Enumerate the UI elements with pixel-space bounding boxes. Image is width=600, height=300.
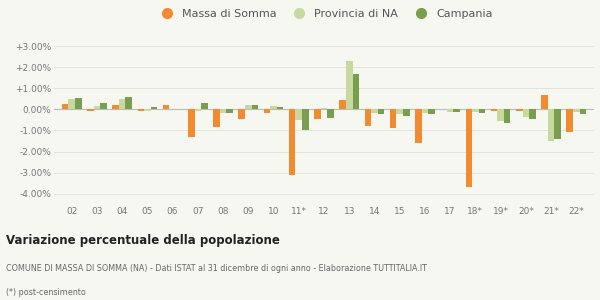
Bar <box>397 110 403 114</box>
Bar <box>295 110 302 120</box>
Bar <box>277 107 283 110</box>
Bar <box>504 110 511 123</box>
Bar <box>112 105 119 110</box>
Bar <box>263 110 270 112</box>
Bar <box>321 108 327 110</box>
Bar <box>447 110 454 112</box>
Bar <box>125 97 132 110</box>
Bar <box>428 110 435 114</box>
Bar <box>68 99 75 110</box>
Bar <box>580 110 586 114</box>
Bar <box>226 110 233 112</box>
Bar <box>415 110 422 143</box>
Bar <box>472 110 479 112</box>
Bar <box>378 110 385 114</box>
Bar <box>541 95 548 110</box>
Bar <box>523 110 529 117</box>
Bar <box>566 110 573 131</box>
Bar <box>220 110 226 112</box>
Bar <box>573 110 580 112</box>
Bar <box>371 110 378 112</box>
Bar <box>75 98 82 109</box>
Bar <box>548 110 554 141</box>
Bar <box>497 110 504 121</box>
Text: (*) post-censimento: (*) post-censimento <box>6 288 86 297</box>
Bar <box>188 110 194 137</box>
Bar <box>479 110 485 112</box>
Bar <box>119 99 125 110</box>
Bar <box>62 104 68 110</box>
Bar <box>340 100 346 110</box>
Bar <box>422 110 428 112</box>
Text: COMUNE DI MASSA DI SOMMA (NA) - Dati ISTAT al 31 dicembre di ogni anno - Elabora: COMUNE DI MASSA DI SOMMA (NA) - Dati IST… <box>6 264 427 273</box>
Bar <box>289 110 295 175</box>
Bar <box>327 110 334 118</box>
Bar <box>554 110 561 139</box>
Bar <box>94 106 100 109</box>
Bar <box>100 103 107 110</box>
Bar <box>245 105 251 110</box>
Bar <box>346 61 353 110</box>
Bar <box>213 110 220 127</box>
Bar <box>270 106 277 109</box>
Bar <box>238 110 245 119</box>
Legend: Massa di Somma, Provincia di NA, Campania: Massa di Somma, Provincia di NA, Campani… <box>151 4 497 23</box>
Bar <box>353 74 359 110</box>
Bar <box>151 107 157 110</box>
Bar <box>466 110 472 187</box>
Bar <box>163 105 169 110</box>
Bar <box>403 110 410 116</box>
Bar <box>529 110 536 119</box>
Bar <box>302 110 308 130</box>
Bar <box>390 110 397 128</box>
Bar <box>201 103 208 110</box>
Bar <box>251 105 258 110</box>
Bar <box>365 110 371 126</box>
Bar <box>454 110 460 112</box>
Bar <box>314 110 321 119</box>
Text: Variazione percentuale della popolazione: Variazione percentuale della popolazione <box>6 234 280 247</box>
